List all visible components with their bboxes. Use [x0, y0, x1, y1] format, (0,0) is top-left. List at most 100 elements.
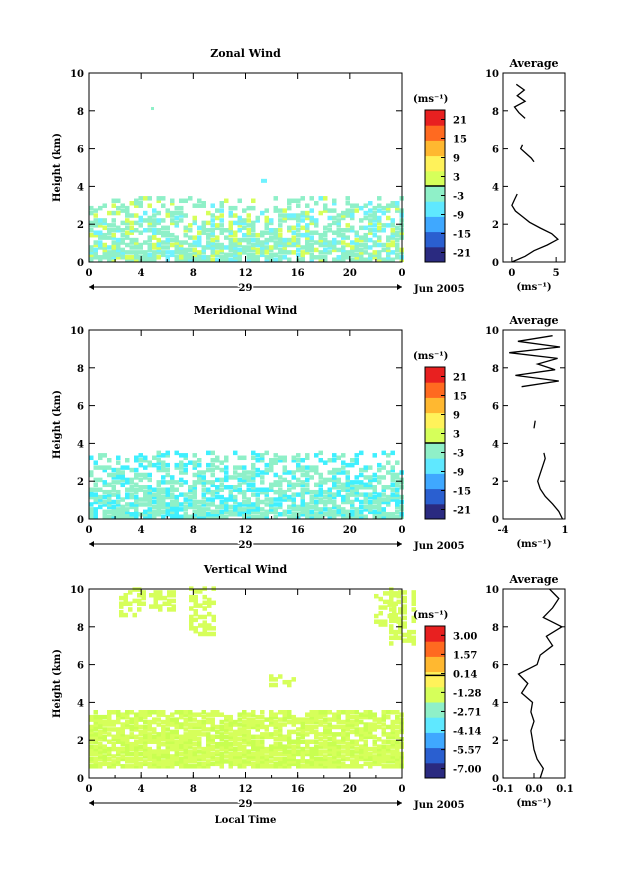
- heatmap-cell: [354, 457, 359, 463]
- heatmap-cell: [300, 250, 305, 255]
- heatmap-cell: [188, 255, 193, 260]
- heatmap-cell: [210, 722, 215, 727]
- colorbar-segment: [425, 231, 445, 248]
- heatmap-cell: [147, 196, 152, 201]
- colorbar-frame: [424, 625, 446, 779]
- heatmap-cell: [233, 255, 238, 260]
- heatmap-cell: [323, 242, 328, 248]
- heatmap-cell: [129, 512, 134, 517]
- heatmap-cell: [156, 504, 161, 510]
- heatmap-cell: [377, 475, 382, 480]
- heatmap-cell: [107, 482, 112, 488]
- heatmap-cell: [269, 460, 274, 465]
- heatmap-cell: [111, 245, 116, 250]
- heatmap-cell: [381, 465, 386, 470]
- heatmap-cell: [368, 504, 373, 510]
- heatmap-cell: [165, 230, 170, 235]
- heatmap-cell: [372, 497, 377, 502]
- heatmap-cell: [174, 741, 179, 747]
- heatmap-cell: [192, 480, 197, 485]
- heatmap-cell: [89, 744, 94, 749]
- heatmap-cell: [372, 250, 377, 255]
- heatmap-cell: [377, 719, 382, 725]
- heatmap-cell: [260, 764, 265, 769]
- heatmap-cell: [210, 489, 215, 495]
- heatmap-cell: [255, 507, 260, 512]
- heatmap-cell: [255, 727, 260, 732]
- heatmap-cell: [363, 215, 368, 221]
- heatmap-cell: [296, 457, 301, 463]
- colorbar-tick-label: 1.57: [453, 650, 477, 661]
- heatmap-cell: [269, 467, 274, 473]
- heatmap-cell: [395, 741, 400, 747]
- heatmap-cell: [174, 509, 179, 515]
- heatmap-cell: [107, 719, 112, 725]
- heatmap-cell: [123, 612, 128, 618]
- heatmap-cell: [93, 208, 98, 213]
- heatmap-cell: [363, 746, 368, 752]
- heatmap-cell: [363, 494, 368, 500]
- heatmap-cell: [165, 208, 170, 213]
- heatmap-cell: [183, 737, 188, 742]
- heatmap-cell: [111, 250, 116, 255]
- heatmap-cell: [251, 242, 256, 248]
- heatmap-cell: [372, 734, 377, 740]
- heatmap-cell: [219, 482, 224, 488]
- heatmap-cell: [107, 509, 112, 515]
- heatmap-cell: [134, 741, 139, 747]
- heatmap-cell: [314, 499, 319, 505]
- heatmap-cell: [395, 756, 400, 762]
- heatmap-cell: [287, 250, 292, 255]
- heatmap-cell: [102, 247, 107, 253]
- heatmap-cell: [237, 218, 242, 223]
- heatmap-cell: [242, 729, 247, 735]
- heatmap-cell: [158, 590, 163, 595]
- heatmap-cell: [273, 507, 278, 512]
- heatmap-cell: [359, 482, 364, 488]
- heatmap-cell: [192, 494, 197, 500]
- heatmap-cell: [215, 245, 220, 250]
- heatmap-cell: [206, 719, 211, 725]
- heatmap-cell: [138, 751, 143, 757]
- heatmap-cell: [327, 737, 332, 742]
- heatmap-cell: [273, 509, 278, 515]
- heatmap-cell: [287, 764, 292, 769]
- heatmap-cell: [143, 492, 148, 497]
- heatmap-cell: [402, 598, 407, 604]
- heatmap-cell: [350, 749, 355, 754]
- heatmap-cell: [201, 507, 206, 512]
- heatmap-cell: [255, 215, 260, 221]
- heatmap-cell: [296, 203, 301, 208]
- heatmap-cell: [332, 200, 337, 206]
- heatmap-cell: [300, 719, 305, 725]
- heatmap-cell: [264, 489, 269, 495]
- heatmap-cell: [242, 245, 247, 250]
- heatmap-cell: [246, 749, 251, 754]
- heatmap-cell: [210, 739, 215, 744]
- heatmap-cell: [219, 223, 224, 228]
- heatmap-cell: [282, 737, 287, 742]
- heatmap-cell: [296, 504, 301, 510]
- heatmap-cell: [314, 749, 319, 754]
- heatmap-cell: [318, 497, 323, 502]
- heatmap-cell: [174, 719, 179, 725]
- heatmap-cell: [93, 507, 98, 512]
- heatmap-cell: [138, 764, 143, 769]
- heatmap-cell: [332, 751, 337, 757]
- heatmap-cell: [134, 717, 139, 722]
- heatmap-cell: [251, 485, 256, 490]
- heatmap-cell: [323, 255, 328, 260]
- heatmap-cell: [251, 507, 256, 512]
- heatmap-cell: [278, 242, 283, 248]
- heatmap-cell: [219, 509, 224, 515]
- heatmap-cell: [305, 472, 310, 478]
- heatmap-cell: [102, 746, 107, 752]
- heatmap-cell: [305, 213, 310, 218]
- heatmap-cell: [210, 252, 215, 258]
- heatmap-cell: [183, 744, 188, 749]
- y-tick-label: 6: [77, 661, 84, 672]
- heatmap-cell: [183, 497, 188, 502]
- heatmap-cell: [386, 759, 391, 764]
- heatmap-cell: [156, 761, 161, 767]
- heatmap-cell: [233, 250, 238, 255]
